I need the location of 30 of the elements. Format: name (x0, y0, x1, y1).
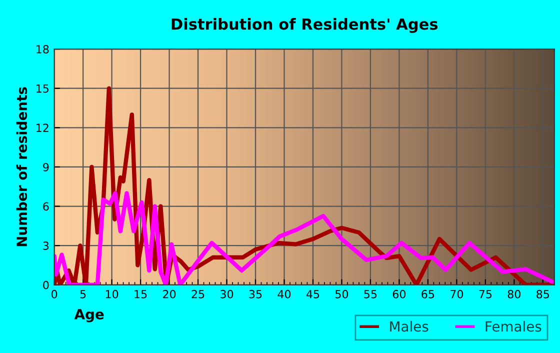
x-tick-label: 30 (220, 290, 234, 298)
y-tick-label: 3 (43, 242, 49, 250)
x-tick-label: 60 (392, 290, 406, 298)
x-tick-label: 45 (306, 290, 320, 298)
x-tick-label: 10 (106, 290, 118, 298)
y-tick-label: 9 (43, 162, 49, 172)
x-tick-label: 25 (192, 290, 204, 298)
x-tick-label: 75 (479, 290, 492, 298)
y-tick-label: 0 (43, 280, 49, 290)
y-tick-label: 18 (36, 45, 49, 54)
y-tick-label: 15 (36, 84, 48, 93)
x-tick-label: 85 (536, 290, 550, 298)
x-tick-label: 15 (134, 290, 147, 298)
x-axis-title: Age (74, 309, 104, 322)
x-tick-label: 65 (422, 290, 434, 298)
x-tick-label: 50 (336, 290, 348, 298)
x-tick-label: 20 (163, 290, 176, 298)
y-tick-label: 6 (43, 202, 49, 211)
x-tick-label: 70 (450, 290, 464, 298)
chart-title: Distribution of Residents' Ages (172, 18, 438, 33)
x-tick-label: 5 (80, 290, 86, 298)
x-tick-label: 40 (278, 290, 291, 298)
x-tick-label: 0 (52, 290, 58, 298)
legend-label: Females (486, 320, 542, 332)
y-axis-title: Number of residents (16, 87, 28, 246)
x-tick-label: 35 (249, 290, 262, 298)
legend-label: Males (390, 320, 428, 332)
x-tick-label: 80 (508, 290, 520, 298)
x-tick-label: 55 (364, 290, 377, 298)
y-tick-label: 12 (36, 124, 48, 132)
